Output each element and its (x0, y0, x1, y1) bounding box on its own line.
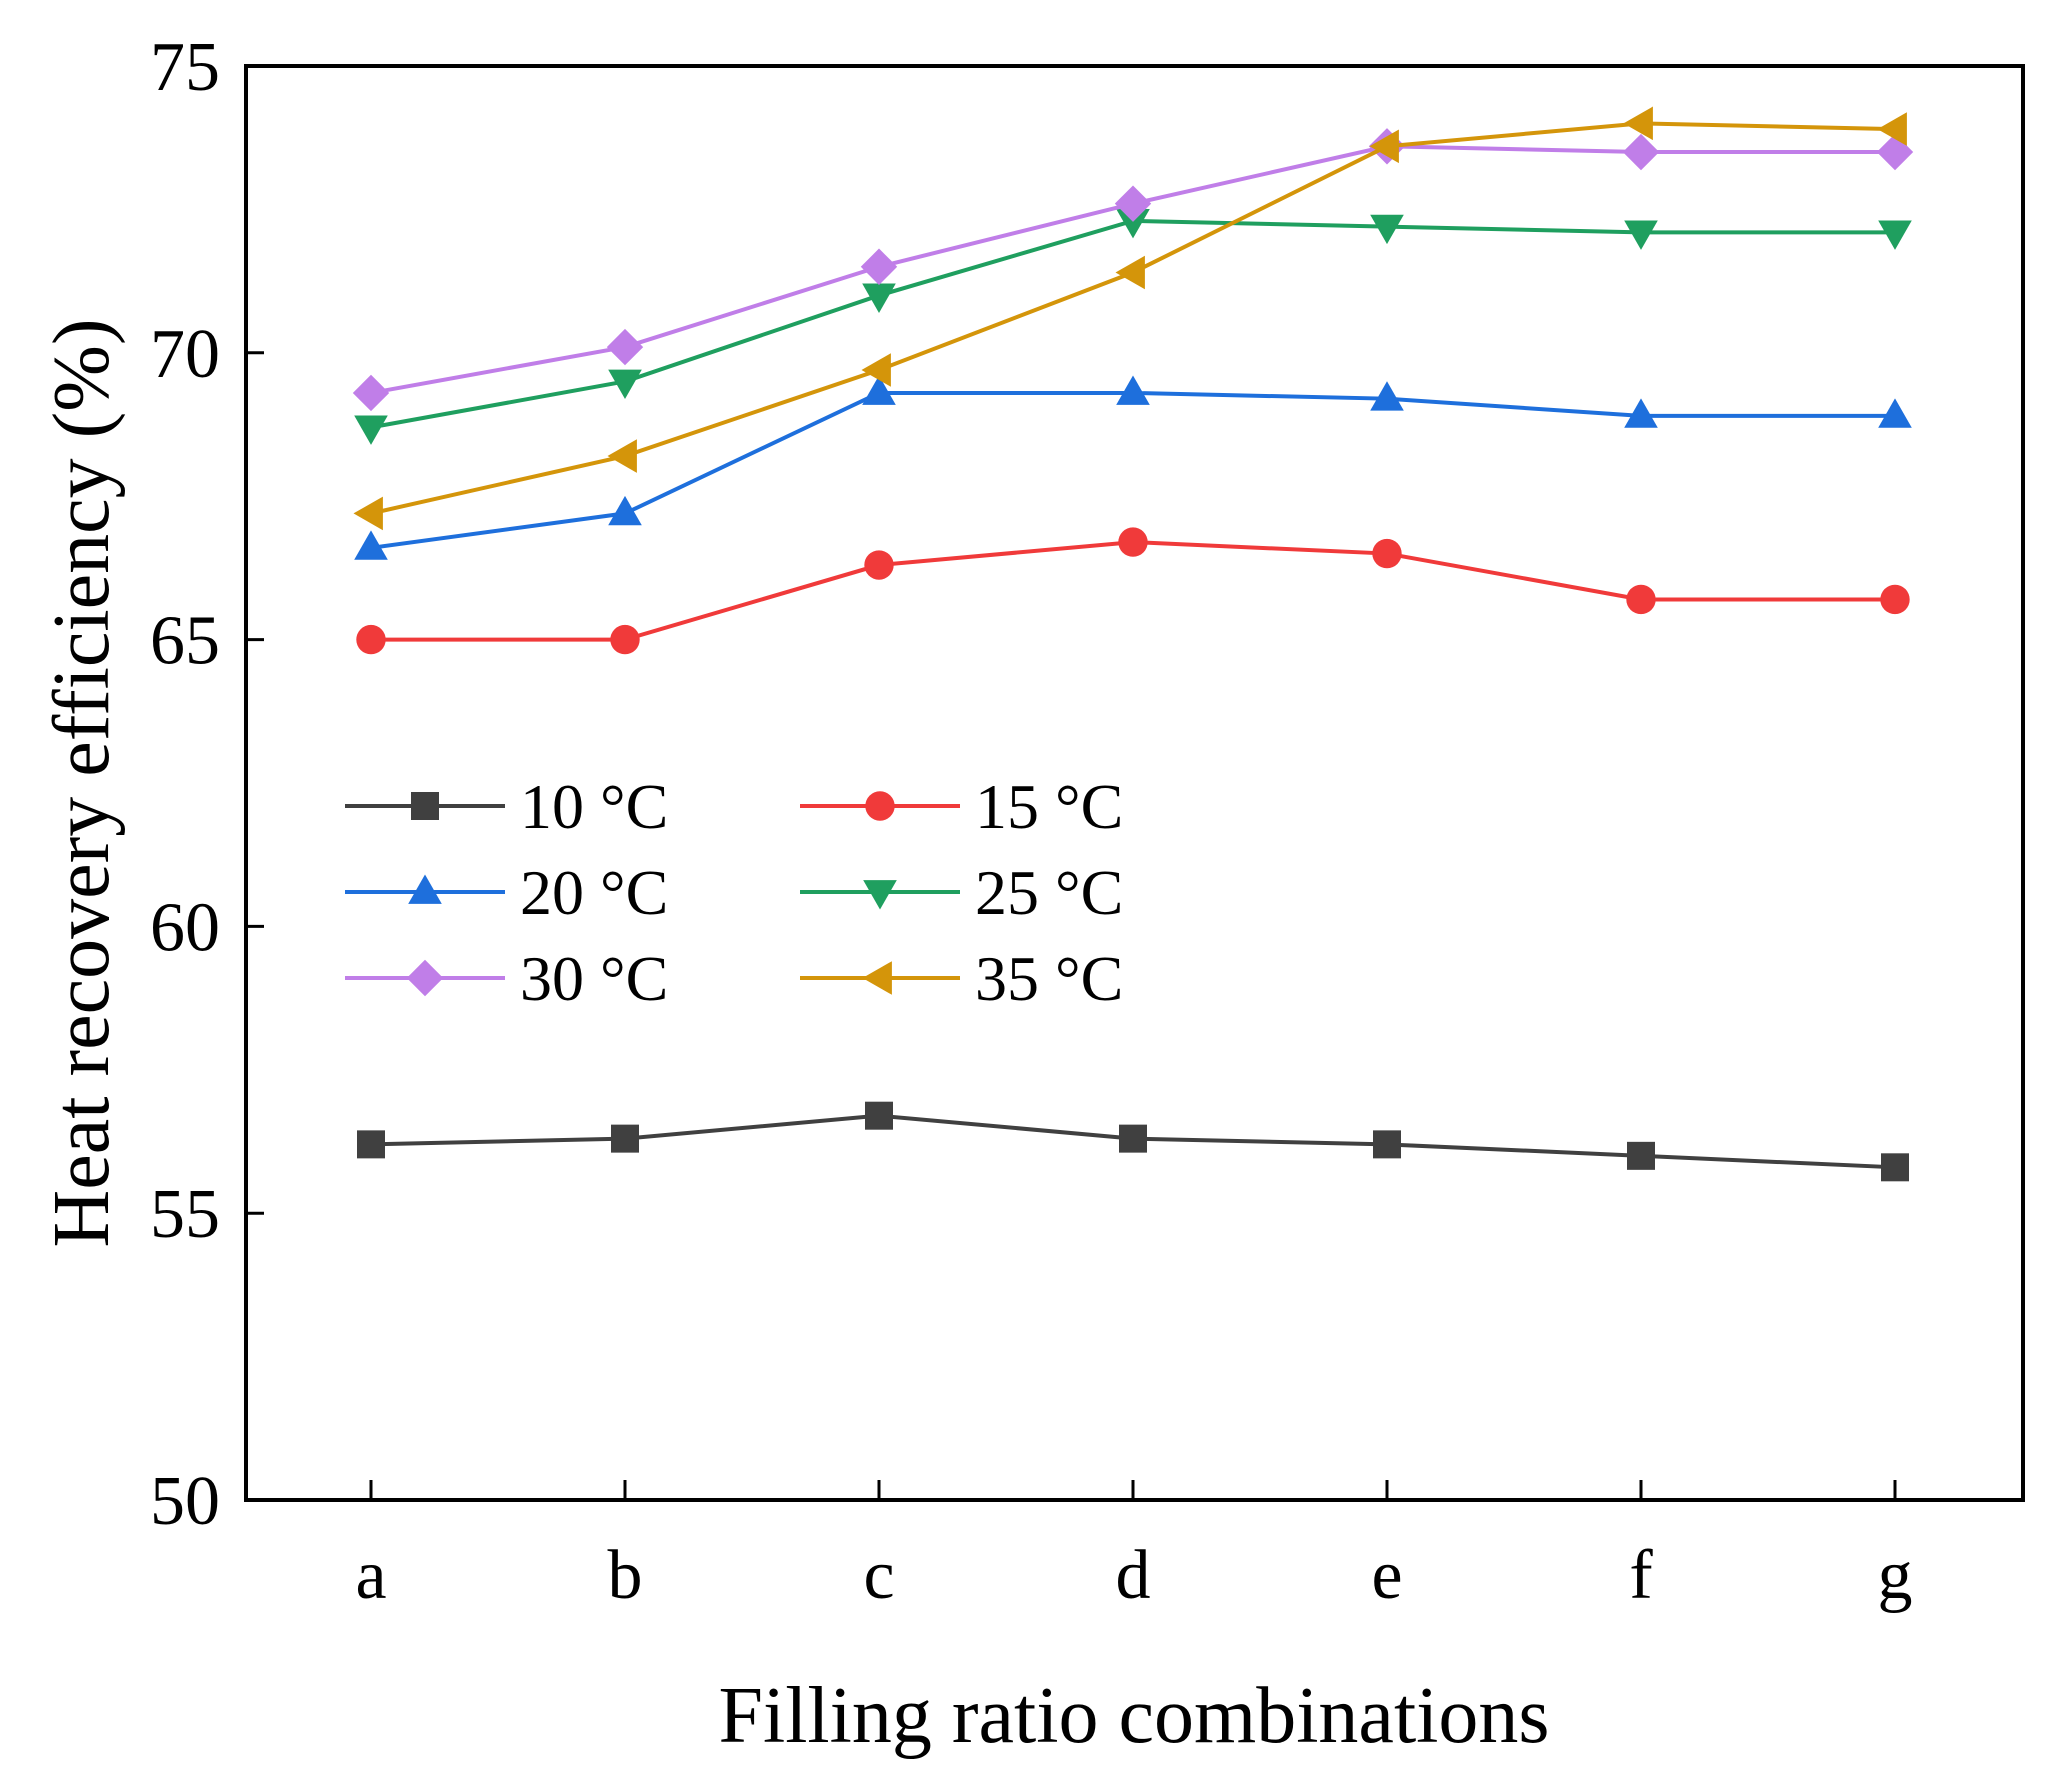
data-point (357, 1130, 385, 1159)
data-point (608, 495, 642, 526)
y-tick-label: 70 (150, 316, 220, 393)
data-point (1623, 106, 1653, 141)
legend-item: 25 °C (800, 857, 1123, 928)
legend-label: 30 °C (520, 943, 668, 1014)
y-tick-label: 50 (150, 1463, 220, 1540)
data-point (1880, 584, 1910, 615)
y-tick-label: 55 (150, 1176, 220, 1253)
legend-marker (408, 874, 442, 904)
x-tick-label: a (355, 1537, 386, 1614)
legend-label: 35 °C (975, 943, 1123, 1014)
data-point (862, 375, 896, 405)
data-point (1877, 112, 1907, 146)
series-1 (356, 527, 1910, 655)
y-tick-label: 65 (150, 603, 220, 680)
data-point (1624, 398, 1658, 428)
legend-label: 25 °C (975, 857, 1123, 928)
data-point (1119, 1124, 1147, 1153)
legend-label: 15 °C (975, 771, 1123, 842)
data-point (862, 283, 896, 313)
legend-label: 20 °C (520, 857, 668, 928)
data-point (1116, 375, 1150, 405)
data-point (354, 415, 388, 445)
legend-label: 10 °C (520, 771, 668, 842)
x-tick-label: c (863, 1537, 894, 1614)
y-axis: 50 55 60 65 70 75 (150, 29, 264, 1540)
legend-marker (863, 880, 897, 910)
legend-item: 10 °C (345, 771, 668, 842)
series-5 (353, 106, 1907, 531)
legend-marker (411, 792, 439, 820)
data-point (610, 624, 640, 655)
x-tick-label: b (608, 1537, 643, 1614)
data-point (1370, 381, 1404, 411)
plot-marks (352, 106, 1914, 1182)
data-point (1369, 129, 1399, 164)
legend: 10 °C 15 °C 20 °C 25 °C 30 °C 35 °C (345, 771, 1123, 1014)
y-tick-label: 60 (150, 889, 220, 966)
data-point (1622, 133, 1660, 171)
data-point (1373, 1130, 1401, 1159)
data-point (865, 1101, 893, 1130)
data-point (1114, 185, 1152, 222)
data-point (606, 328, 644, 366)
data-point (608, 369, 642, 399)
series-line (370, 390, 1895, 550)
series-0 (357, 1101, 1909, 1182)
series-line (370, 121, 1896, 516)
data-point (1115, 255, 1145, 290)
data-point (1881, 1153, 1909, 1182)
data-point (1876, 133, 1914, 171)
data-point (860, 248, 898, 285)
data-point (1372, 538, 1402, 569)
legend-marker (865, 791, 895, 821)
y-axis-title: Heat recovery efficiency (%) (38, 318, 126, 1247)
data-point (1116, 208, 1150, 239)
data-point (1626, 584, 1656, 615)
legend-item: 15 °C (800, 771, 1123, 842)
legend-item: 30 °C (345, 943, 668, 1014)
x-tick-label: f (1629, 1537, 1653, 1614)
data-point (1624, 220, 1658, 250)
legend-item: 20 °C (345, 857, 668, 928)
x-tick-label: g (1878, 1537, 1913, 1614)
data-point (864, 550, 894, 580)
data-point (611, 1124, 639, 1153)
data-point (1627, 1141, 1655, 1170)
data-point (1370, 214, 1404, 245)
data-point (607, 439, 637, 473)
data-point (1878, 220, 1912, 250)
x-axis: a b c d e f g (355, 1480, 1913, 1614)
data-point (352, 374, 390, 412)
legend-marker (862, 961, 892, 995)
y-tick-label: 75 (150, 29, 220, 106)
data-point (354, 530, 388, 560)
data-point (861, 353, 891, 387)
x-tick-label: e (1371, 1537, 1402, 1614)
legend-marker (406, 959, 444, 997)
series-2 (354, 375, 1912, 560)
data-point (353, 496, 383, 531)
data-point (1878, 398, 1912, 428)
x-axis-title: Filling ratio combinations (718, 1672, 1549, 1760)
legend-item: 35 °C (800, 943, 1123, 1014)
data-point (356, 624, 386, 655)
series-3 (354, 208, 1912, 445)
x-tick-label: d (1116, 1537, 1151, 1614)
data-point (1118, 527, 1148, 557)
